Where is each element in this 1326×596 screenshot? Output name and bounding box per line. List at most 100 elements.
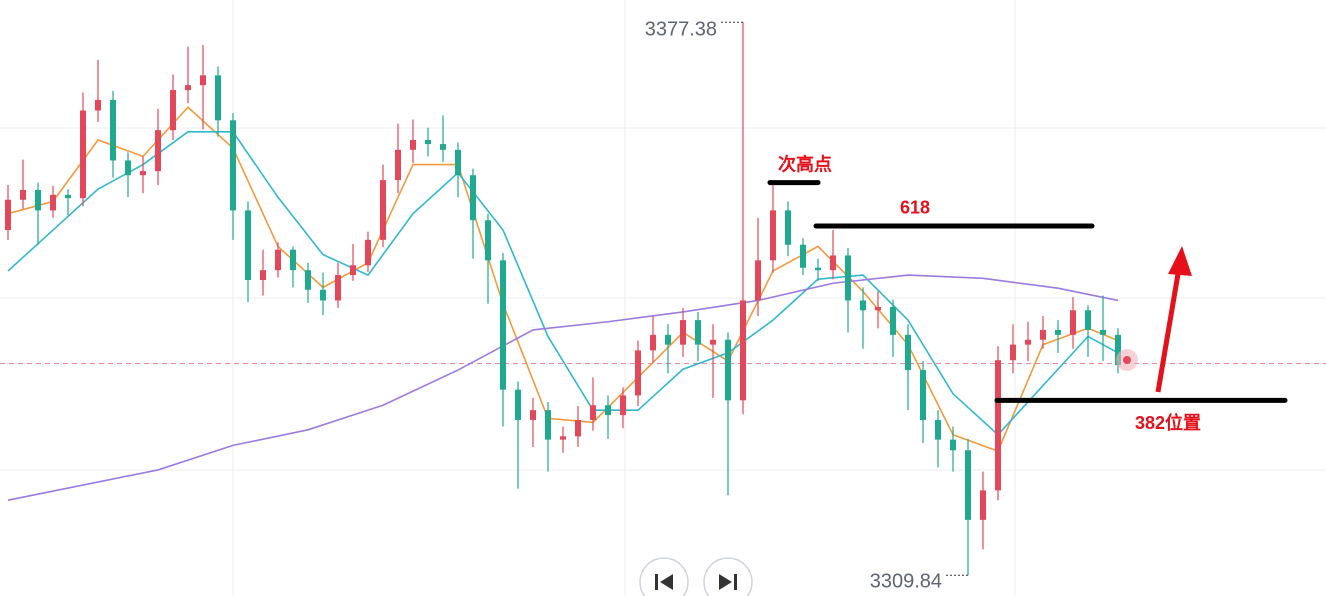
candle-body [755, 260, 761, 301]
candle-body [635, 350, 641, 396]
candle-body [815, 267, 821, 271]
candle-body [200, 75, 206, 86]
candle-body [590, 405, 596, 420]
candle-body [695, 320, 701, 345]
candle-body [605, 405, 611, 416]
next-button[interactable] [703, 557, 753, 596]
candle-body [50, 194, 56, 211]
candle-body [905, 334, 911, 371]
arrow [1155, 246, 1192, 393]
candle-body [965, 450, 971, 520]
candle-body [140, 171, 146, 176]
high-label: 3377.38 [645, 19, 717, 41]
candle-body [485, 220, 491, 261]
candle-body [35, 189, 41, 211]
candle-body [365, 239, 371, 266]
annotation-label: 次高点 [778, 153, 832, 174]
candle-body [275, 249, 281, 271]
candle-body [530, 410, 536, 420]
candle-body [875, 307, 881, 311]
candle-body [95, 99, 101, 111]
candle-body [740, 300, 746, 401]
candle-body [1010, 344, 1016, 361]
candle-body [890, 307, 896, 335]
candle-body [335, 275, 341, 301]
candle-body [395, 149, 401, 181]
candle-body [995, 360, 1001, 491]
candle-body [1085, 310, 1091, 330]
last-price-dot [1116, 349, 1138, 371]
arrow-shaft [1155, 267, 1182, 393]
candle-body [20, 189, 26, 200]
candle-body [515, 389, 521, 420]
candle-body [860, 300, 866, 311]
icon [660, 574, 673, 590]
candle-body [500, 260, 506, 390]
candle-body [455, 149, 461, 176]
candle-body [620, 395, 626, 416]
candle-body [5, 199, 11, 231]
candle-body [215, 75, 221, 121]
candle-body [440, 144, 446, 150]
candle-body [785, 210, 791, 245]
candle-body [320, 289, 326, 301]
candle-body [680, 320, 686, 345]
candle-body [260, 270, 266, 280]
candle-body [110, 99, 116, 161]
dot [1123, 356, 1131, 364]
candle-body [830, 255, 836, 271]
candle-body [650, 334, 656, 351]
candle-body [770, 210, 776, 261]
low-label: 3309.84 [870, 570, 942, 592]
lines-layer [0, 106, 1326, 501]
candle-body [425, 139, 431, 145]
candle-body [1115, 334, 1121, 366]
icon [719, 574, 732, 590]
candle-body [185, 85, 191, 91]
icon [655, 574, 658, 590]
candle-body [155, 130, 161, 172]
candle-body [920, 370, 926, 420]
candle-body [350, 265, 356, 276]
candle-body [1040, 329, 1046, 340]
candle-body [65, 194, 71, 199]
candle-body [470, 175, 476, 221]
annotation-label: 618 [900, 198, 930, 218]
candle-body [710, 339, 716, 345]
candle-body [1025, 339, 1031, 345]
candle-body [935, 419, 941, 440]
candle-body [1100, 329, 1106, 335]
candle-body [290, 249, 296, 271]
candle-body [380, 180, 386, 240]
candle-body [800, 244, 806, 268]
candle-body [305, 270, 311, 290]
candle-body [170, 90, 176, 131]
candle-body [230, 120, 236, 211]
annotation-label: 382位置 [1135, 412, 1201, 433]
candle-body [665, 334, 671, 345]
candle-body [1070, 310, 1076, 335]
moving-average [7, 131, 1119, 436]
moving-average [7, 106, 1119, 453]
candle-body [80, 110, 86, 199]
annotations-layer: 3377.38 3309.84 次高点 618 382位置 [645, 19, 1288, 592]
candle-body [410, 139, 416, 150]
candle-body [1055, 329, 1061, 335]
playback-controls [639, 557, 753, 596]
prev-button[interactable] [639, 557, 689, 596]
icon [734, 574, 737, 590]
moving-average [7, 274, 1119, 501]
candle-body [545, 410, 551, 440]
candle-body [575, 419, 581, 437]
arrow-head [1168, 246, 1192, 276]
candle-body [950, 439, 956, 451]
candles-layer [5, 22, 1121, 576]
candle-body [725, 339, 731, 401]
candle-body [980, 490, 986, 520]
candle-body [560, 436, 566, 440]
candle-body [125, 160, 131, 176]
candle-body [245, 210, 251, 280]
candle-body [845, 255, 851, 301]
